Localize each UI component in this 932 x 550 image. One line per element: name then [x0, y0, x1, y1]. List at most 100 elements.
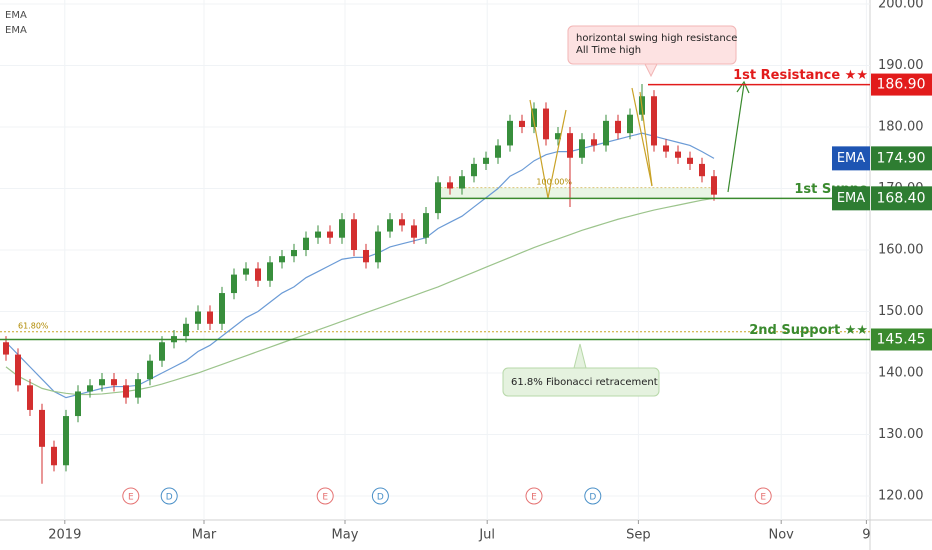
candle-body	[147, 360, 153, 380]
price-tag-label: 174.90	[877, 150, 926, 166]
candle-body	[315, 231, 321, 238]
candle-body	[183, 323, 189, 337]
candle-body	[99, 379, 105, 386]
event-label: D	[377, 493, 384, 503]
candle-body	[207, 311, 213, 324]
drawing	[547, 109, 567, 199]
y-tick-label: 190.00	[878, 58, 924, 73]
event-label: E	[128, 493, 134, 503]
candle-body	[231, 274, 237, 294]
price-tag	[871, 186, 932, 211]
candle-body	[219, 293, 225, 324]
level-label: 1st Resistance ★★	[733, 68, 868, 83]
event-label: E	[531, 493, 537, 503]
arrow-head	[736, 80, 750, 94]
callout-text: All Time high	[576, 45, 641, 56]
grid	[0, 0, 870, 520]
callout-text: horizontal swing high resistance	[576, 33, 737, 44]
x-tick-label: 9	[862, 528, 870, 543]
candle-body	[3, 342, 9, 355]
candle-body	[435, 182, 441, 214]
event-marker	[584, 487, 602, 505]
candle-body	[591, 139, 597, 146]
y-tick-label: 160.00	[878, 243, 924, 258]
candle-body	[687, 157, 693, 164]
event-label: D	[166, 493, 173, 503]
event-label: E	[322, 493, 328, 503]
candle-body	[267, 262, 273, 281]
callout-pointer	[573, 343, 587, 369]
candle-body	[531, 108, 537, 128]
event-label: D	[589, 493, 596, 503]
candle-body	[663, 145, 669, 152]
y-tick-label: 130.00	[878, 427, 924, 442]
event-marker	[371, 487, 389, 505]
event-marker	[754, 487, 772, 505]
y-tick-label: 120.00	[878, 489, 924, 504]
candle-body	[711, 176, 717, 195]
y-tick-label: 180.00	[878, 120, 924, 135]
candle-body	[327, 231, 333, 238]
price-tag-label: 145.45	[877, 331, 926, 347]
x-tick-label: Nov	[769, 528, 795, 543]
candle-body	[555, 133, 561, 140]
callout-box	[567, 25, 737, 65]
candle-body	[483, 157, 489, 164]
callout-text: 61.8% Fibonacci retracement	[511, 377, 658, 388]
y-tick-label: 150.00	[878, 304, 924, 319]
ema-badge	[832, 186, 870, 211]
candle-body	[339, 219, 345, 238]
ema-badge-label: EMA	[837, 191, 865, 206]
x-tick-label: Mar	[192, 528, 217, 543]
drawing	[631, 87, 653, 187]
candle-body	[447, 182, 453, 189]
candle-body	[87, 385, 93, 392]
candle-body	[543, 108, 549, 140]
candle-body	[387, 219, 393, 232]
drawing	[639, 91, 653, 187]
x-tick-label: Sep	[626, 528, 651, 543]
candle-body	[699, 163, 705, 177]
candle-body	[303, 237, 309, 251]
candle-body	[603, 120, 609, 146]
ema-badge	[832, 146, 870, 171]
candle-body	[351, 219, 357, 251]
candle-body	[51, 446, 57, 466]
candle-body	[123, 385, 129, 398]
candle-body	[27, 385, 33, 410]
price-tag	[871, 328, 932, 351]
y-tick-label: 200.00	[878, 0, 924, 11]
event-label: E	[760, 493, 766, 503]
x-tick-label: Jul	[478, 528, 495, 543]
candle-body	[567, 133, 573, 158]
callout-pointer	[644, 63, 658, 78]
price-tag	[871, 146, 932, 171]
candle-body	[423, 213, 429, 238]
price-tag-label: 186.90	[877, 77, 926, 93]
candle-body	[579, 139, 585, 158]
callout-box	[502, 367, 660, 397]
legend-entry: EMA	[5, 25, 27, 36]
x-tick-label: May	[332, 528, 359, 543]
fib-label: 61.80%	[18, 321, 49, 330]
drawing	[529, 99, 549, 199]
candle-body	[279, 256, 285, 263]
candle-body	[495, 145, 501, 158]
candle-body	[291, 250, 297, 257]
candle-body	[243, 268, 249, 275]
drawing	[727, 83, 745, 193]
ema-line	[5, 132, 715, 399]
candle-body	[411, 225, 417, 238]
candle-body	[15, 354, 21, 386]
candle-body	[627, 114, 633, 134]
candle-body	[519, 120, 525, 128]
candle-body	[363, 250, 369, 263]
candle-body	[255, 268, 261, 281]
price-tag	[871, 73, 932, 96]
fib-label: 100.00%	[536, 177, 572, 186]
legend-entry: EMA	[5, 10, 27, 21]
candle-body	[111, 379, 117, 386]
candle-body	[195, 311, 201, 324]
